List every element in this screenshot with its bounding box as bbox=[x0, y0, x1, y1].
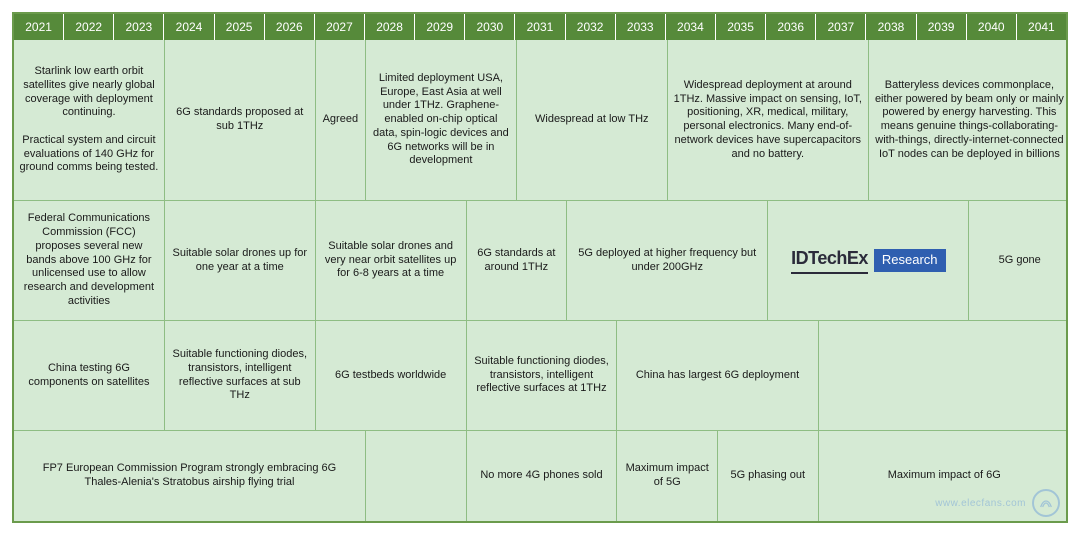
timeline-cell: Maximum impact of 6G bbox=[819, 431, 1070, 521]
year-header-row: 2021202220232024202520262027202820292030… bbox=[14, 14, 1066, 40]
timeline-row: FP7 European Commission Program strongly… bbox=[14, 430, 1066, 521]
timeline-cell: Suitable functioning diodes, transistors… bbox=[165, 321, 316, 430]
timeline-cell: 5G gone bbox=[969, 201, 1070, 320]
timeline-cell bbox=[819, 321, 1070, 430]
year-header: 2039 bbox=[917, 14, 967, 40]
timeline-cell: Agreed bbox=[316, 40, 366, 200]
year-header: 2028 bbox=[365, 14, 415, 40]
year-header: 2029 bbox=[415, 14, 465, 40]
year-header: 2025 bbox=[215, 14, 265, 40]
timeline-cell: No more 4G phones sold bbox=[467, 431, 618, 521]
logo-cell: IDTechEx Research bbox=[768, 201, 969, 320]
timeline-cell: 5G deployed at higher frequency but unde… bbox=[567, 201, 768, 320]
year-header: 2031 bbox=[515, 14, 565, 40]
year-header: 2030 bbox=[465, 14, 515, 40]
idtechex-logo: IDTechEx Research bbox=[791, 247, 945, 274]
year-header: 2026 bbox=[265, 14, 315, 40]
timeline-cell: Suitable solar drones up for one year at… bbox=[165, 201, 316, 320]
year-header: 2034 bbox=[666, 14, 716, 40]
timeline-cell: 6G testbeds worldwide bbox=[316, 321, 467, 430]
timeline-cell: Batteryless devices commonplace, either … bbox=[869, 40, 1070, 200]
timeline-cell: Widespread at low THz bbox=[517, 40, 668, 200]
timeline-cell: FP7 European Commission Program strongly… bbox=[14, 431, 366, 521]
year-header: 2022 bbox=[64, 14, 114, 40]
timeline-cell: Starlink low earth orbit satellites give… bbox=[14, 40, 165, 200]
timeline-row: China testing 6G components on satellite… bbox=[14, 320, 1066, 430]
timeline-cell: 5G phasing out bbox=[718, 431, 819, 521]
timeline-cell: 6G standards proposed at sub 1THz bbox=[165, 40, 316, 200]
timeline-cell bbox=[366, 431, 467, 521]
year-header: 2038 bbox=[866, 14, 916, 40]
timeline-cell: 6G standards at around 1THz bbox=[467, 201, 568, 320]
year-header: 2032 bbox=[566, 14, 616, 40]
timeline-chart: 2021202220232024202520262027202820292030… bbox=[12, 12, 1068, 523]
year-header: 2036 bbox=[766, 14, 816, 40]
year-header: 2033 bbox=[616, 14, 666, 40]
year-header: 2024 bbox=[164, 14, 214, 40]
year-header: 2023 bbox=[114, 14, 164, 40]
timeline-cell: China has largest 6G deployment bbox=[617, 321, 818, 430]
logo-brand-text: IDTechEx bbox=[791, 247, 868, 274]
timeline-cell: Limited deployment USA, Europe, East Asi… bbox=[366, 40, 517, 200]
year-header: 2035 bbox=[716, 14, 766, 40]
year-header: 2027 bbox=[315, 14, 365, 40]
timeline-cell: Widespread deployment at around 1THz. Ma… bbox=[668, 40, 869, 200]
timeline-cell: Maximum impact of 5G bbox=[617, 431, 718, 521]
year-header: 2021 bbox=[14, 14, 64, 40]
timeline-row: Federal Communications Commission (FCC) … bbox=[14, 200, 1066, 320]
timeline-body: Starlink low earth orbit satellites give… bbox=[14, 40, 1066, 521]
timeline-cell: China testing 6G components on satellite… bbox=[14, 321, 165, 430]
year-header: 2041 bbox=[1017, 14, 1066, 40]
timeline-row: Starlink low earth orbit satellites give… bbox=[14, 40, 1066, 200]
year-header: 2040 bbox=[967, 14, 1017, 40]
timeline-cell: Suitable solar drones and very near orbi… bbox=[316, 201, 467, 320]
timeline-cell: Federal Communications Commission (FCC) … bbox=[14, 201, 165, 320]
logo-research-badge: Research bbox=[874, 249, 946, 271]
year-header: 2037 bbox=[816, 14, 866, 40]
timeline-cell: Suitable functioning diodes, transistors… bbox=[467, 321, 618, 430]
